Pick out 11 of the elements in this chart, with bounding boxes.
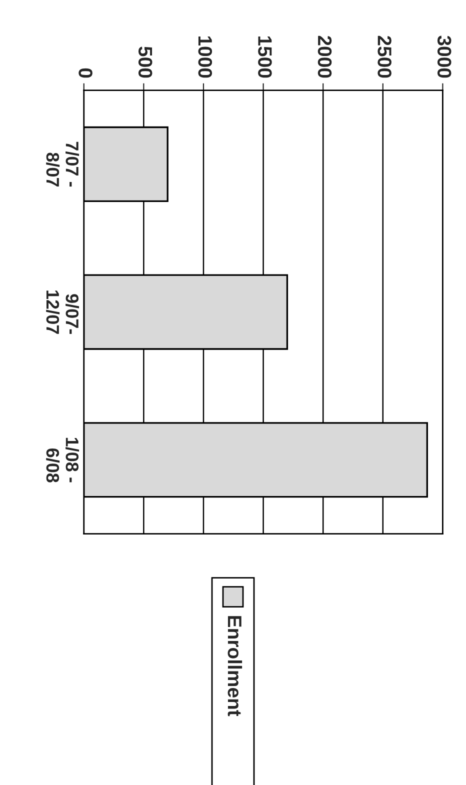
y-tick-label: 7/07 - 8/07 — [46, 142, 80, 187]
x-tick-label: 1000 — [198, 36, 212, 78]
x-tick-label: 3000 — [437, 36, 452, 78]
x-tick-label: 1500 — [258, 36, 272, 78]
x-tick-label: 2500 — [378, 36, 392, 78]
x-tick-label: 500 — [138, 46, 152, 78]
y-tick-label: 9/07- 12/07 — [46, 290, 80, 334]
x-tick-label: 2000 — [318, 36, 332, 78]
legend-label: Enrollment — [228, 616, 242, 716]
x-tick-label: 0 — [78, 68, 92, 78]
y-tick-label: 1/08 - 6/08 — [46, 438, 80, 482]
